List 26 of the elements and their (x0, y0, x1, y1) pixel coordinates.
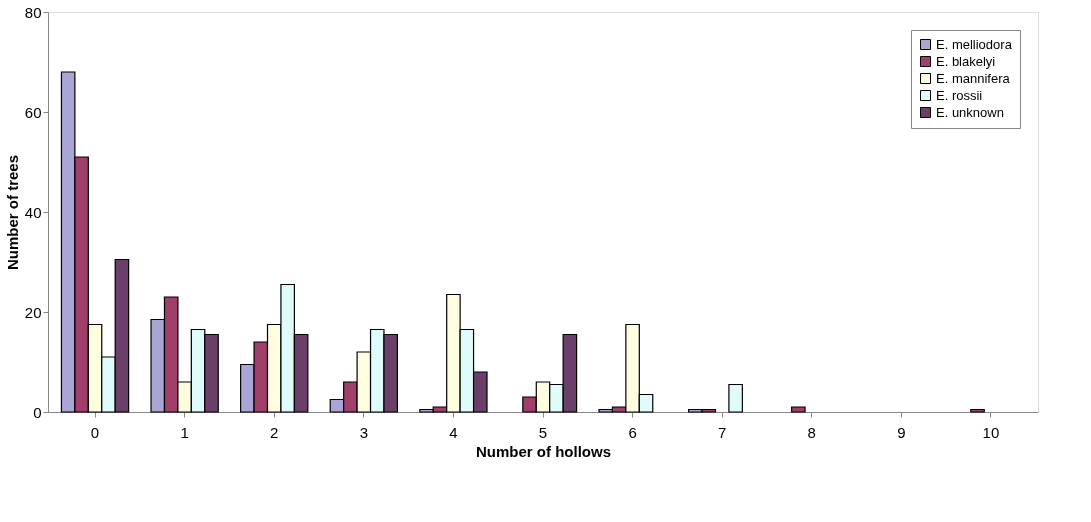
y-tick-label: 0 (33, 403, 42, 421)
y-tick-label: 40 (24, 203, 42, 221)
legend-label: E. unknown (936, 104, 1004, 120)
bar (970, 408, 985, 413)
x-tick-label: 2 (270, 423, 279, 441)
x-tick-label: 0 (90, 423, 100, 441)
x-tick-label: 3 (359, 423, 368, 441)
y-tick-label: 20 (24, 303, 42, 321)
legend-label: E. rossii (936, 87, 983, 103)
y-axis-title: Number of trees (3, 154, 21, 271)
legend-label: E. blakelyi (936, 53, 996, 69)
x-tick-label: 9 (897, 423, 906, 441)
x-tick-label: 8 (807, 423, 816, 441)
y-tick-label: 80 (24, 3, 42, 21)
x-tick-label: 10 (982, 423, 1000, 441)
bar (728, 383, 743, 413)
x-tick-label: 1 (180, 423, 189, 441)
x-tick-label: 4 (449, 423, 458, 441)
legend-label: E. melliodora (936, 36, 1013, 52)
bar (791, 406, 806, 413)
y-tick-label: 60 (24, 103, 42, 121)
x-tick-label: 7 (718, 423, 727, 441)
x-tick-label: 6 (628, 423, 637, 441)
legend-label: E. mannifera (936, 70, 1011, 86)
x-tick-label: 5 (538, 423, 548, 441)
x-axis-title: Number of hollows (476, 442, 611, 460)
